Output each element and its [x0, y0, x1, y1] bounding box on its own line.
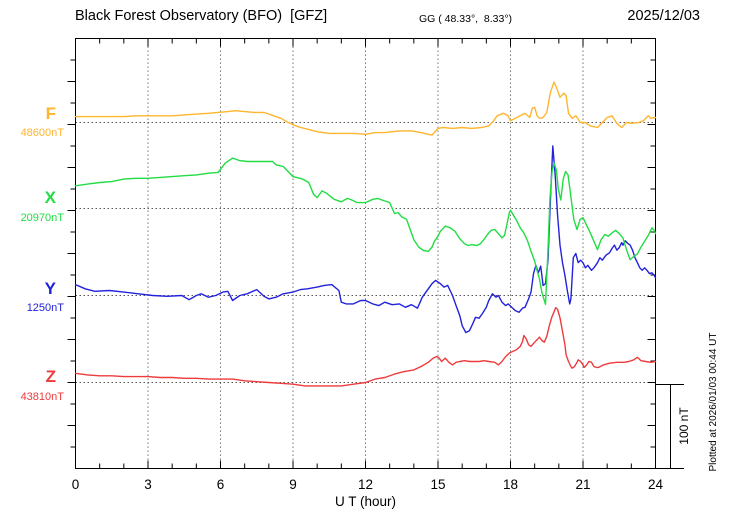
x-axis-label: U T (hour) — [335, 494, 396, 509]
trace-label-Z: Z — [45, 367, 56, 386]
svg-text:6: 6 — [217, 477, 225, 492]
x-axis-ticks — [99, 38, 632, 469]
svg-text:9: 9 — [289, 477, 297, 492]
station-coordinates: GG ( 48.33°, 8.33°) — [419, 13, 513, 25]
svg-text:21: 21 — [575, 477, 590, 492]
trace-label-X: X — [44, 188, 56, 207]
trace-baseline-X: 20970nT — [20, 212, 64, 224]
trace-baseline-Y: 1250nT — [26, 302, 64, 314]
svg-text:24: 24 — [648, 477, 664, 492]
svg-text:15: 15 — [430, 477, 445, 492]
y-axis-ticks — [67, 59, 656, 448]
observatory-title: Black Forest Observatory (BFO) [GFZ] — [75, 8, 328, 24]
svg-text:3: 3 — [144, 477, 152, 492]
trace-X — [74, 157, 657, 305]
x-tick-labels: 0 3 6 9 12 15 18 21 24 — [72, 477, 664, 492]
gridlines — [147, 38, 584, 469]
trace-label-F: F — [45, 104, 56, 123]
record-date: 2025/12/03 — [627, 8, 700, 24]
trace-Y — [74, 145, 657, 334]
svg-text:18: 18 — [503, 477, 518, 492]
trace-F — [74, 81, 657, 136]
scale-bar — [656, 384, 684, 469]
scale-bar-label: 100 nT — [677, 407, 691, 445]
plotted-at-note: Plotted at 2026/01/03 00:44 UT — [708, 333, 719, 472]
trace-baseline-F: 48600nT — [20, 127, 64, 139]
svg-text:0: 0 — [72, 477, 80, 492]
trace-label-Y: Y — [44, 279, 56, 298]
trace-Z — [74, 307, 657, 387]
svg-text:12: 12 — [358, 477, 373, 492]
trace-baseline-Z: 43810nT — [20, 391, 64, 403]
